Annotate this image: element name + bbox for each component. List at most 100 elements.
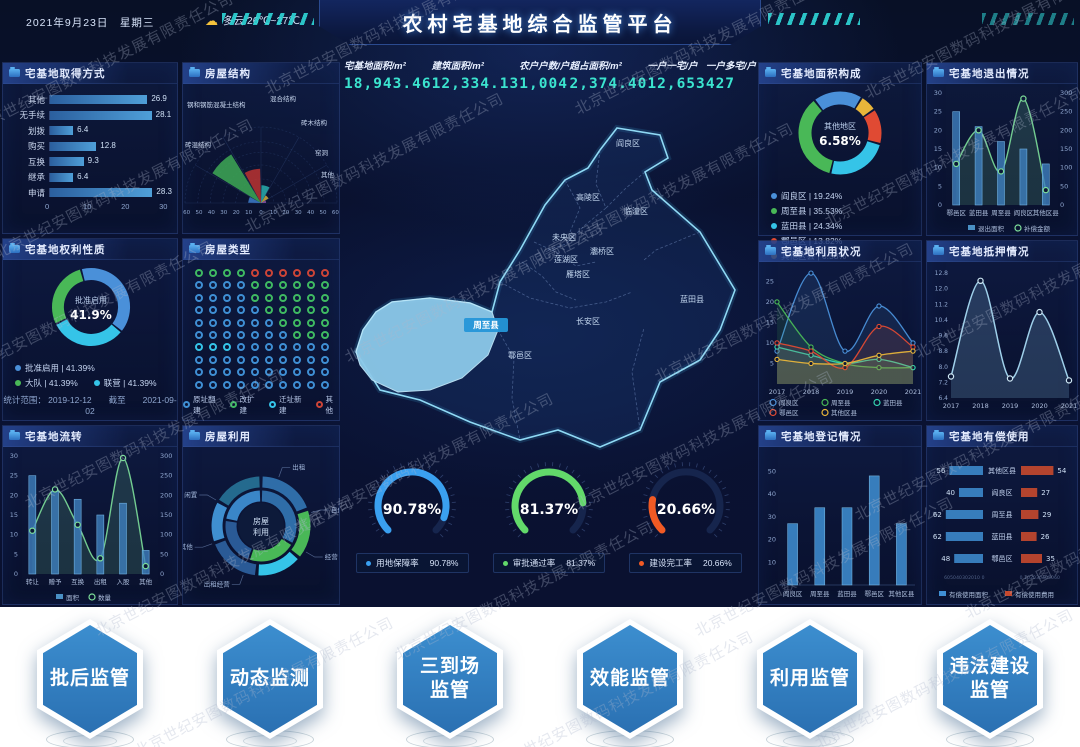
hex-shadow: 三到场 监管	[397, 619, 503, 739]
panel-header: 宅基地登记情况	[759, 426, 921, 447]
pictogram-dot	[321, 293, 329, 302]
svg-text:40: 40	[956, 575, 962, 581]
svg-text:鄠邑区: 鄠邑区	[864, 589, 884, 598]
svg-text:10: 10	[10, 531, 18, 539]
svg-text:48: 48	[941, 555, 950, 563]
hex-button-三到场监管[interactable]: 三到场 监管	[370, 619, 530, 747]
svg-text:0: 0	[982, 575, 985, 581]
pictogram-dot	[307, 318, 315, 327]
gauge-row: 90.78% 用地保障率 90.78% 81.37% 审批通过率 81.37% 20.66%…	[344, 458, 754, 605]
pictogram-dot	[223, 355, 231, 364]
pictogram-dot	[279, 318, 287, 327]
hex-button-利用监管[interactable]: 利用监管	[730, 619, 890, 747]
folder-icon	[189, 430, 200, 440]
hex-label: 批后监管	[43, 625, 137, 733]
pictogram-dot	[307, 368, 315, 377]
legend-item: 阎良区 | 19.24%	[771, 190, 842, 202]
panel-title: 宅基地取得方式	[25, 67, 106, 80]
xian-district-map[interactable]: 阎良区 高陵区 临潼区 未央区 灞桥区 莲湖区 雁塔区 长安区 蓝田县 鄠邑区 周至县	[344, 100, 754, 456]
pictogram-dot	[223, 293, 231, 302]
stat-item: 一户一宅/户 12,653	[647, 58, 705, 100]
svg-text:窑洞: 窑洞	[315, 148, 329, 157]
gauge-legend-chip: 用地保障率 90.78%	[356, 553, 469, 573]
svg-text:30: 30	[768, 513, 776, 521]
svg-text:砖木结构: 砖木结构	[301, 118, 328, 127]
hex-button-批后监管[interactable]: 批后监管	[10, 619, 170, 747]
exit-chart: 0 5 10 15 20 25 30 0 50 100 150 200 250 300 鄠邑区 蓝田县 周至县阎…	[927, 83, 1077, 235]
pictogram-dot	[321, 306, 329, 315]
gauge-建设完工率: 20.66% 建设完工率 20.66%	[620, 458, 752, 573]
pictogram-dot	[251, 293, 259, 302]
svg-text:20: 20	[282, 210, 289, 216]
stat-item: 宅基地面积/m² 18,943.46	[344, 58, 432, 100]
legend-dot	[502, 560, 508, 566]
pictogram-dot	[307, 306, 315, 315]
pictogram-dot	[195, 380, 203, 389]
pictogram-row	[195, 269, 339, 277]
svg-text:鄠邑区: 鄠邑区	[508, 350, 532, 360]
page-title: 农村宅基地综合监管平台	[402, 13, 678, 36]
svg-text:灞桥区: 灞桥区	[590, 246, 614, 256]
legend-dot	[15, 380, 21, 386]
folder-icon	[189, 243, 200, 253]
svg-text:出租经营: 出租经营	[204, 579, 231, 588]
bar-label: 购买	[27, 141, 45, 152]
decor-slashes-left	[222, 13, 314, 25]
pictogram-row	[195, 318, 339, 327]
panel-paid-use: 宅基地有偿使用 其他区县 56 54 阎良区 40 27 周至县 62 29 蓝田县 62 26 鄠邑区…	[926, 425, 1078, 605]
svg-text:周至县: 周至县	[831, 399, 851, 407]
title-banner: 农村宅基地综合监管平台	[319, 0, 761, 45]
svg-text:41.9%: 41.9%	[70, 308, 112, 322]
svg-text:未央区: 未央区	[552, 232, 576, 242]
top-bar: 2021年9月23日 星期三 ☁ 多云 26℃~27℃ 农村宅基地综合监管平台	[0, 0, 1080, 56]
svg-text:20: 20	[233, 210, 240, 216]
pictogram-dot	[195, 318, 203, 327]
svg-text:6.4: 6.4	[938, 395, 948, 402]
svg-text:周至县: 周至县	[991, 209, 1011, 217]
pictogram-dot	[195, 306, 203, 315]
svg-text:鄠邑区: 鄠邑区	[946, 208, 966, 217]
panel-header: 宅基地面积构成	[759, 63, 921, 84]
pictogram-dot	[321, 355, 329, 364]
hex-button-动态监测[interactable]: 动态监测	[190, 619, 350, 747]
legend-dot	[771, 223, 777, 229]
svg-text:混合结构: 混合结构	[270, 94, 297, 103]
hex-button-效能监管[interactable]: 效能监管	[550, 619, 710, 747]
svg-text:200: 200	[160, 491, 172, 499]
svg-text:砖混结构: 砖混结构	[185, 140, 212, 149]
stat-label: 建筑面积/m²	[431, 61, 484, 72]
pictogram-dot	[321, 343, 329, 352]
hex-button-违法建设监管[interactable]: 违法建设 监管	[910, 619, 1070, 747]
pictogram-dot	[251, 343, 259, 352]
svg-text:6.58%: 6.58%	[819, 134, 861, 148]
panel-header: 宅基地退出情况	[927, 63, 1077, 84]
pictogram-dot	[223, 343, 231, 352]
pictogram-dot	[265, 318, 273, 327]
svg-text:60: 60	[944, 575, 950, 581]
legend-dot	[771, 208, 777, 214]
panel-register: 宅基地登记情况 10 20 30 40 50 阎良区 周至县 蓝田县 鄠邑区 其他区县	[758, 425, 922, 605]
svg-text:12.8: 12.8	[935, 270, 949, 277]
bar-value: 6.4	[77, 171, 89, 181]
pictogram-dot	[265, 281, 273, 290]
svg-text:5: 5	[14, 550, 18, 558]
pictogram-dot	[321, 281, 329, 290]
pictogram-dot	[195, 281, 203, 290]
legend-dot	[639, 560, 645, 566]
panel-rights-nature: 宅基地权利性质 批准启用 41.9% 批准启用 | 41.39% 大队 | 41.39…	[2, 238, 178, 421]
pictogram-row	[195, 306, 339, 315]
rights-nature-chart: 批准启用 41.9% 批准启用 | 41.39% 大队 | 41.39% 联营 | 41…	[3, 259, 177, 420]
pictogram-dot	[265, 306, 273, 315]
svg-text:25: 25	[934, 108, 942, 116]
pictogram-dot	[321, 269, 329, 277]
hex-shadow: 利用监管	[757, 619, 863, 739]
pictogram-dot	[209, 355, 217, 364]
svg-text:利用: 利用	[253, 527, 269, 537]
panel-title: 宅基地利用状况	[781, 245, 862, 258]
panel-header: 宅基地利用状况	[759, 241, 921, 262]
pictogram-dot	[265, 293, 273, 302]
svg-text:15: 15	[10, 511, 18, 519]
pictogram-dot	[293, 281, 301, 290]
pictogram-dot	[223, 306, 231, 315]
